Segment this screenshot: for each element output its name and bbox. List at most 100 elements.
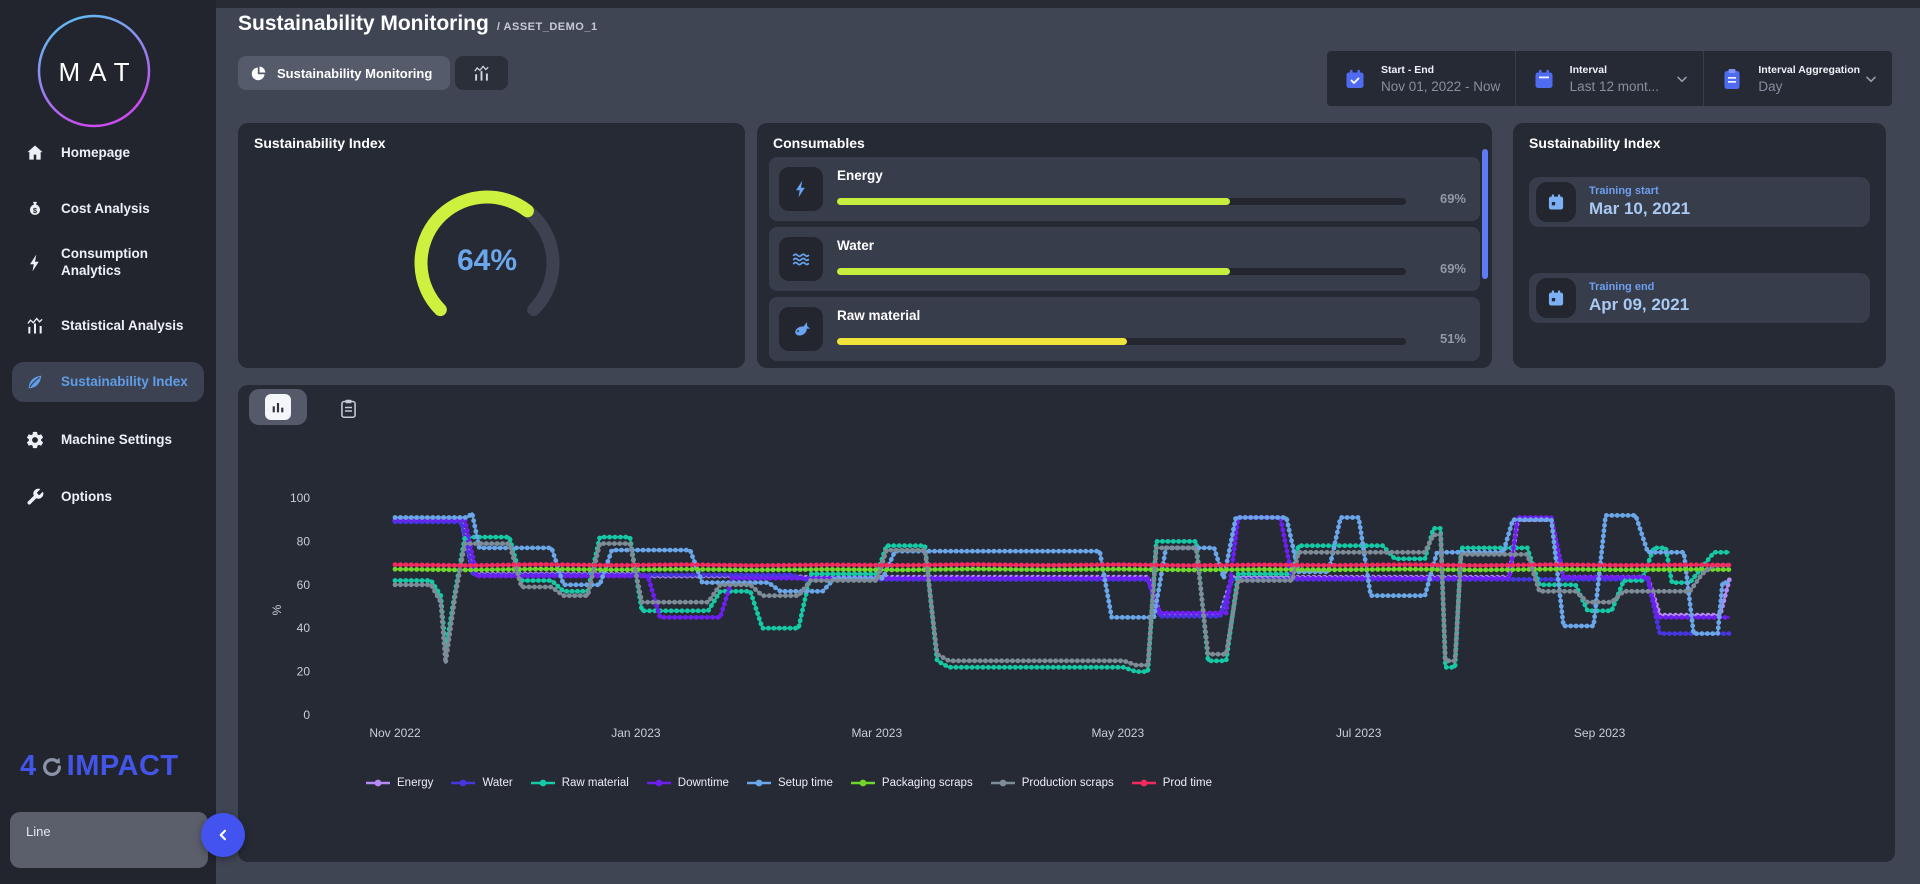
tab-sustainability-monitoring[interactable]: Sustainability Monitoring bbox=[238, 56, 451, 90]
bolt-icon bbox=[30, 254, 39, 272]
sidebar-item-label: Machine Settings bbox=[61, 431, 173, 447]
chevron-down-icon[interactable] bbox=[1675, 72, 1689, 86]
legend-marker-icon bbox=[366, 779, 390, 787]
consumable-label: Water bbox=[837, 238, 875, 253]
progress-fill bbox=[837, 198, 1230, 205]
page-title: Sustainability Monitoring / ASSET_DEMO_1 bbox=[238, 12, 598, 36]
sidebar-item-label: Homepage bbox=[61, 144, 131, 160]
svg-text:Jul 2023: Jul 2023 bbox=[1336, 726, 1382, 740]
progress-fill bbox=[837, 268, 1230, 275]
sidebar-item-statistical-analysis[interactable]: Statistical Analysis bbox=[0, 312, 216, 340]
consumable-row-raw-material[interactable]: Raw material 51% bbox=[769, 297, 1480, 361]
icon-chip bbox=[779, 307, 823, 351]
sidebar-collapse-button[interactable] bbox=[201, 813, 245, 857]
chart-view-toggle[interactable] bbox=[249, 389, 307, 425]
filter-start-end[interactable]: Start - End Nov 01, 2022 - Now bbox=[1327, 51, 1515, 106]
tab-label: Sustainability Monitoring bbox=[277, 65, 433, 81]
vertical-scrollbar[interactable] bbox=[1482, 149, 1488, 279]
refresh-circle-icon bbox=[42, 757, 61, 776]
progress-track bbox=[837, 338, 1406, 345]
impact-logo: 4 IMPACT bbox=[20, 750, 179, 783]
table-view-toggle[interactable] bbox=[330, 393, 366, 423]
legend-item[interactable]: Production scraps bbox=[990, 777, 1114, 789]
gear-icon bbox=[26, 431, 44, 449]
legend-marker-icon bbox=[1131, 779, 1156, 787]
line-panel[interactable]: Line bbox=[10, 812, 208, 868]
sidebar-item-sustainability-index[interactable]: Sustainability Index bbox=[12, 362, 204, 402]
consumable-row-energy[interactable]: Energy 69% bbox=[769, 157, 1480, 221]
svg-text:Jan 2023: Jan 2023 bbox=[611, 726, 661, 740]
waves-icon bbox=[792, 253, 810, 266]
consumables-list: Energy 69% Water 69% Raw material 51% bbox=[769, 157, 1480, 367]
impact-logo-prefix: 4 bbox=[20, 750, 37, 782]
sidebar-item-label: Statistical Analysis bbox=[61, 317, 184, 333]
icon-chip bbox=[1536, 278, 1576, 318]
filter-value: Last 12 mont... bbox=[1569, 78, 1659, 94]
svg-text:100: 100 bbox=[290, 491, 310, 505]
chevron-left-icon bbox=[219, 829, 226, 841]
legend-item[interactable]: Water bbox=[450, 777, 513, 789]
legend-item[interactable]: Raw material bbox=[530, 777, 629, 789]
sidebar-item-homepage[interactable]: Homepage bbox=[0, 139, 216, 167]
filter-bar: Start - End Nov 01, 2022 - Now Interval … bbox=[1327, 51, 1892, 106]
svg-text:%: % bbox=[270, 604, 284, 615]
legend-marker-icon bbox=[850, 779, 875, 787]
leaf-icon bbox=[28, 375, 42, 389]
sidebar-item-label: Consumption Analytics bbox=[61, 246, 148, 278]
legend-marker-icon bbox=[530, 779, 555, 787]
sustainability-gauge bbox=[414, 190, 560, 317]
sidebar-item-options[interactable]: Options bbox=[0, 483, 216, 511]
legend-marker-icon bbox=[990, 779, 1015, 787]
legend-item[interactable]: Setup time bbox=[746, 777, 833, 789]
bolt-icon bbox=[796, 180, 805, 198]
svg-text:May 2023: May 2023 bbox=[1091, 726, 1144, 740]
legend-item[interactable]: Prod time bbox=[1131, 777, 1212, 789]
svg-text:$: $ bbox=[33, 206, 38, 215]
top-strip bbox=[216, 0, 1920, 8]
impact-logo-suffix: IMPACT bbox=[66, 750, 179, 782]
calendar-icon bbox=[1548, 194, 1564, 210]
gauge-value: 64% bbox=[456, 244, 518, 277]
sustainability-index-training-card: Sustainability Index Training start Mar … bbox=[1513, 123, 1886, 368]
legend-item[interactable]: Energy bbox=[365, 777, 433, 789]
training-value: Mar 10, 2021 bbox=[1589, 199, 1691, 218]
home-icon bbox=[27, 145, 43, 160]
consumable-percent: 69% bbox=[1439, 191, 1466, 206]
bar-chart-icon bbox=[265, 394, 291, 420]
clipboard-icon bbox=[340, 399, 356, 418]
legend-item[interactable]: Downtime bbox=[646, 777, 729, 789]
filter-interval[interactable]: Interval Last 12 mont... bbox=[1514, 51, 1704, 106]
calendar-check-icon bbox=[1346, 69, 1364, 88]
progress-track bbox=[837, 268, 1406, 275]
sidebar-item-cost-analysis[interactable]: $ Cost Analysis bbox=[0, 195, 216, 223]
sidebar-item-consumption-analytics[interactable]: Consumption Analytics bbox=[0, 241, 216, 285]
tab-statistics-button[interactable] bbox=[455, 56, 508, 90]
svg-text:60: 60 bbox=[297, 578, 311, 592]
legend-item[interactable]: Packaging scraps bbox=[850, 777, 973, 789]
sustainability-line-chart[interactable]: 100 80 60 40 20 0% Nov 2022 Jan 2023 Mar 2023 May… bbox=[238, 425, 1895, 825]
training-end-row[interactable]: Training end Apr 09, 2021 bbox=[1529, 273, 1870, 323]
filter-label: Start - End bbox=[1381, 63, 1435, 76]
svg-text:Mar 2023: Mar 2023 bbox=[851, 726, 902, 740]
sidebar-item-label: Sustainability Index bbox=[61, 373, 188, 389]
filter-label: Interval bbox=[1569, 63, 1608, 76]
progress-fill bbox=[837, 338, 1128, 345]
line-chart-icon bbox=[474, 64, 489, 81]
consumable-row-water[interactable]: Water 69% bbox=[769, 227, 1480, 291]
legend-marker-icon bbox=[451, 779, 476, 787]
pie-chart-icon bbox=[251, 66, 266, 80]
filter-interval-aggregation[interactable]: Interval Aggregation Day bbox=[1703, 51, 1892, 106]
legend-label: Energy bbox=[397, 777, 434, 789]
card-title: Consumables bbox=[773, 135, 865, 151]
svg-text:80: 80 bbox=[297, 534, 311, 548]
training-start-row[interactable]: Training start Mar 10, 2021 bbox=[1529, 177, 1870, 227]
legend-marker-icon bbox=[646, 779, 671, 787]
chevron-down-icon[interactable] bbox=[1864, 72, 1878, 86]
card-title: Sustainability Index bbox=[254, 135, 386, 151]
legend-label: Packaging scraps bbox=[881, 777, 973, 789]
wrench-icon bbox=[27, 488, 44, 505]
sidebar-item-machine-settings[interactable]: Machine Settings bbox=[0, 426, 216, 454]
page-title-text: Sustainability Monitoring bbox=[238, 12, 489, 35]
icon-chip bbox=[779, 167, 823, 211]
